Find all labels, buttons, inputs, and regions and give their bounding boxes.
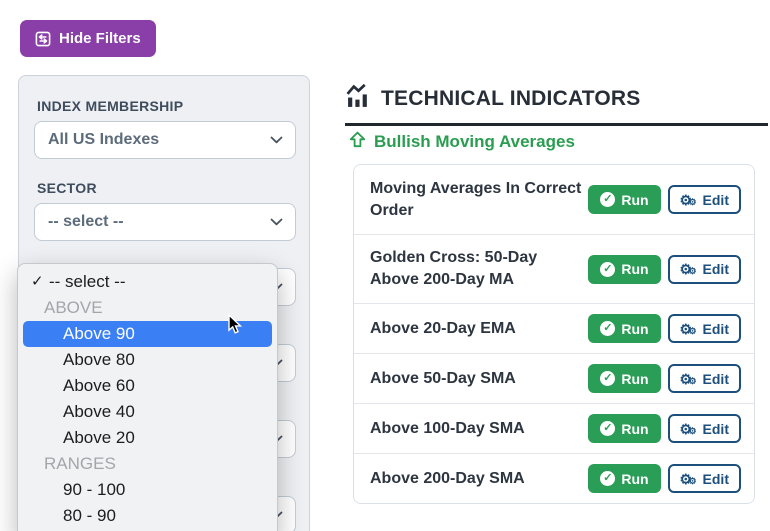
- indicator-title: Above 50-Day SMA: [370, 369, 516, 387]
- chart-trend-icon: [345, 83, 372, 114]
- check-circle-icon: ✓: [600, 421, 616, 436]
- check-circle-icon: ✓: [600, 321, 616, 336]
- indicator-row: Golden Cross: 50-Day Above 200-Day MA ✓ …: [354, 234, 754, 303]
- cogs-icon: ⚙ ⚙: [679, 191, 697, 208]
- menu-option-80-90[interactable]: 80 - 90: [63, 506, 116, 525]
- edit-button[interactable]: ⚙ ⚙ Edit: [667, 314, 741, 343]
- indicator-title: Golden Cross: 50-Day Above 200-Day MA: [370, 249, 538, 288]
- hide-filters-label: Hide Filters: [59, 30, 141, 47]
- indicator-row: Above 100-Day SMA ✓ Run ⚙ ⚙ Edit: [354, 403, 754, 453]
- bullish-section-header: Bullish Moving Averages: [349, 131, 575, 153]
- edit-button[interactable]: ⚙ ⚙ Edit: [667, 414, 741, 443]
- run-button[interactable]: ✓ Run: [588, 414, 661, 443]
- edit-button[interactable]: ⚙ ⚙ Edit: [667, 364, 741, 393]
- indicator-row: Moving Averages In Correct Order ✓ Run ⚙…: [354, 165, 754, 234]
- indicator-title: Above 20-Day EMA: [370, 319, 516, 337]
- check-circle-icon: ✓: [600, 261, 616, 277]
- sector-label: SECTOR: [37, 180, 97, 196]
- arrow-up-icon: [349, 131, 366, 153]
- sctr-dropdown-menu: ✓ -- select -- ABOVE Above 90 Above 80 A…: [17, 263, 278, 531]
- edit-button[interactable]: ⚙ ⚙ Edit: [667, 185, 741, 214]
- check-circle-icon: ✓: [600, 192, 616, 207]
- menu-option-above-40[interactable]: Above 40: [63, 402, 135, 421]
- index-membership-label: INDEX MEMBERSHIP: [37, 98, 184, 114]
- indicator-title: Above 100-Day SMA: [370, 419, 525, 437]
- indicator-title: Above 200-Day SMA: [370, 469, 525, 487]
- indicator-list: Moving Averages In Correct Order ✓ Run ⚙…: [353, 164, 755, 504]
- cogs-icon: ⚙ ⚙: [679, 261, 697, 277]
- menu-option-above-20[interactable]: Above 20: [63, 428, 135, 447]
- check-circle-icon: ✓: [600, 371, 616, 386]
- indicator-title: Moving Averages In Correct Order: [370, 179, 582, 219]
- menu-group-ranges: RANGES: [44, 454, 116, 473]
- hide-filters-button[interactable]: Hide Filters: [20, 20, 156, 57]
- menu-group-above: ABOVE: [44, 298, 103, 317]
- section-title: Bullish Moving Averages: [374, 132, 575, 151]
- technical-indicators-header: TECHNICAL INDICATORS: [345, 83, 768, 126]
- indicator-row: Above 20-Day EMA ✓ Run ⚙ ⚙ Edit: [354, 303, 754, 353]
- cogs-icon: ⚙ ⚙: [679, 470, 697, 487]
- indicator-row: Above 200-Day SMA ✓ Run ⚙ ⚙ Edit: [354, 453, 754, 503]
- indicator-row: Above 50-Day SMA ✓ Run ⚙ ⚙ Edit: [354, 353, 754, 403]
- cogs-icon: ⚙ ⚙: [679, 370, 697, 387]
- chevron-down-icon: [270, 131, 283, 149]
- run-button[interactable]: ✓ Run: [588, 185, 661, 214]
- sector-value: -- select --: [48, 213, 124, 230]
- run-button[interactable]: ✓ Run: [588, 314, 661, 343]
- page-title: TECHNICAL INDICATORS: [381, 87, 641, 110]
- menu-option-above-80[interactable]: Above 80: [63, 350, 135, 369]
- menu-option-select[interactable]: ✓ -- select --: [18, 269, 277, 295]
- run-button[interactable]: ✓ Run: [588, 254, 661, 284]
- checkmark-icon: ✓: [31, 273, 44, 290]
- menu-option-90-100[interactable]: 90 - 100: [63, 480, 126, 499]
- edit-button[interactable]: ⚙ ⚙ Edit: [667, 464, 741, 493]
- index-membership-value: All US Indexes: [48, 131, 160, 148]
- check-circle-icon: ✓: [600, 471, 616, 486]
- cogs-icon: ⚙ ⚙: [679, 420, 697, 437]
- index-membership-select[interactable]: All US Indexes: [34, 121, 296, 159]
- chevron-down-icon: [270, 213, 283, 231]
- run-button[interactable]: ✓ Run: [588, 364, 661, 393]
- run-button[interactable]: ✓ Run: [588, 464, 661, 493]
- menu-option-above-60[interactable]: Above 60: [63, 376, 135, 395]
- sector-select[interactable]: -- select --: [34, 203, 296, 241]
- cogs-icon: ⚙ ⚙: [679, 320, 697, 337]
- mouse-cursor: [227, 313, 246, 340]
- toggle-filters-icon: [35, 31, 51, 47]
- edit-button[interactable]: ⚙ ⚙ Edit: [667, 254, 741, 284]
